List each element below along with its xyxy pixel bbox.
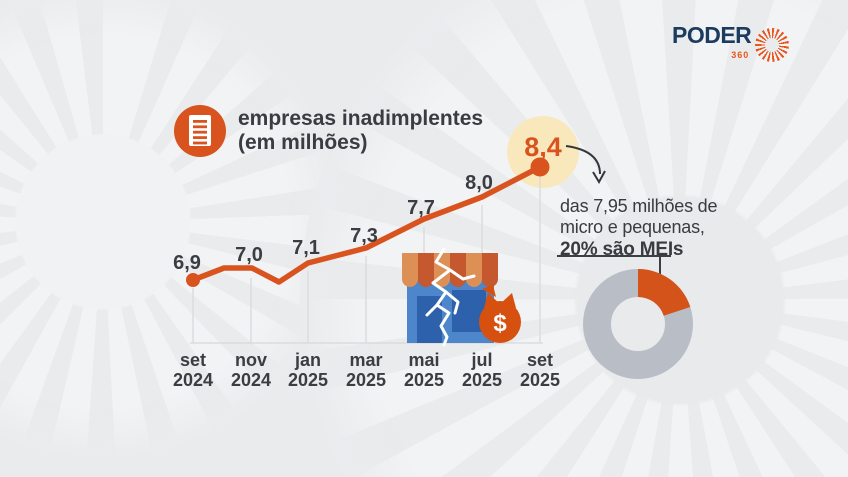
- x-tick: jan 2025: [287, 350, 329, 390]
- x-tick: mai 2025: [403, 350, 445, 390]
- dollar-sign: $: [493, 310, 507, 337]
- logo-wordmark: PODER: [672, 22, 752, 48]
- annotation-line3: 20% são MEIs: [560, 239, 684, 260]
- highlight-value-label: 8,4: [524, 132, 562, 162]
- x-tick: set 2025: [519, 350, 561, 390]
- chart-title: empresas inadimplentes (em milhões): [238, 107, 483, 155]
- highlight-halo: [507, 116, 579, 188]
- chart-title-line1: empresas inadimplentes: [238, 107, 484, 130]
- value-label: 7,0: [235, 244, 263, 266]
- annotation-arrow-icon: [565, 145, 606, 185]
- annotation-line2: micro e pequenas,: [560, 217, 705, 237]
- x-tick: nov 2024: [230, 350, 272, 390]
- money-bag-icon: $: [479, 285, 521, 343]
- document-icon: [174, 105, 226, 157]
- poder360-logo: PODER 360: [672, 24, 790, 64]
- first-data-point: [186, 273, 200, 287]
- donut-chart: [583, 269, 693, 379]
- annotation-text: das 7,95 milhões de micro e pequenas, 20…: [560, 196, 718, 260]
- value-label: 6,9: [173, 252, 201, 274]
- value-label: 7,1: [292, 237, 320, 259]
- x-tick: set 2024: [172, 350, 214, 390]
- value-label: 7,3: [350, 225, 378, 247]
- crack-icon: [425, 247, 476, 347]
- donut-segment-meis: [638, 269, 691, 316]
- last-data-point: [530, 157, 550, 177]
- chart-legend: empresas inadimplentes (em milhões): [174, 105, 483, 157]
- sunburst-decoration-right: [300, 0, 848, 477]
- logo-360-label: 360: [731, 50, 750, 60]
- value-label: 7,7: [407, 197, 435, 219]
- cracked-storefront-icon: [402, 247, 498, 347]
- x-tick: mar 2025: [345, 350, 387, 390]
- x-tick: jul 2025: [461, 350, 503, 390]
- logo-sunburst-icon: [755, 28, 790, 62]
- chart-title-line2: (em milhões): [238, 131, 368, 154]
- annotation-line1: das 7,95 milhões de: [560, 196, 718, 216]
- value-label: 8,0: [465, 172, 493, 194]
- data-line: [190, 164, 543, 285]
